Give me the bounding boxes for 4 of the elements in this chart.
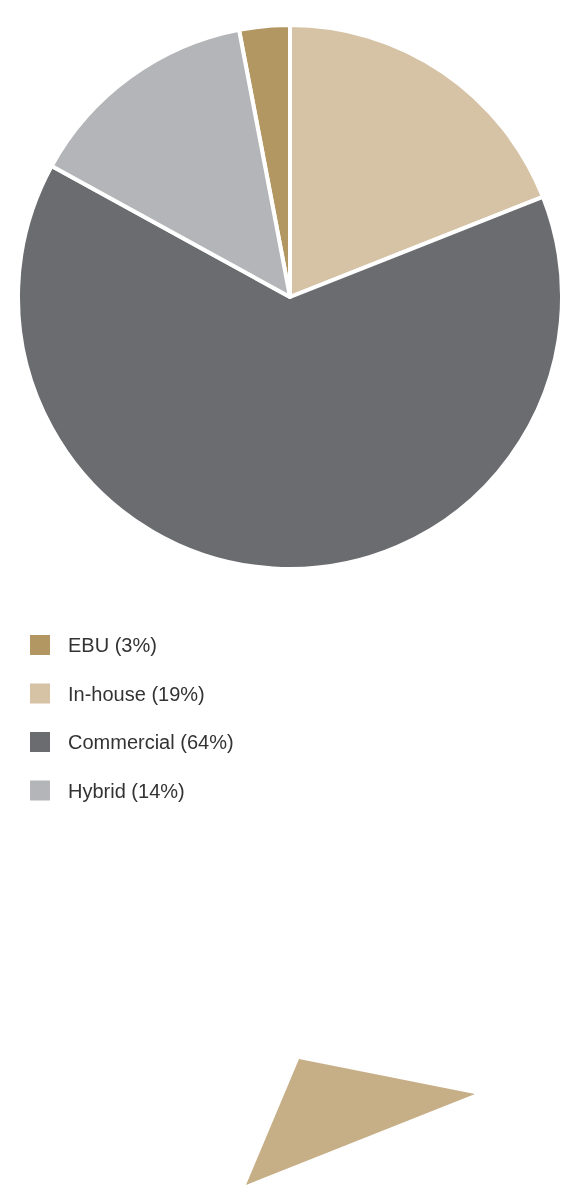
legend-label: In-house (19%) [68, 682, 205, 705]
legend-label: Hybrid (14%) [68, 779, 185, 802]
legend-label: Commercial (64%) [68, 731, 234, 753]
legend-label: EBU (3%) [68, 634, 157, 656]
